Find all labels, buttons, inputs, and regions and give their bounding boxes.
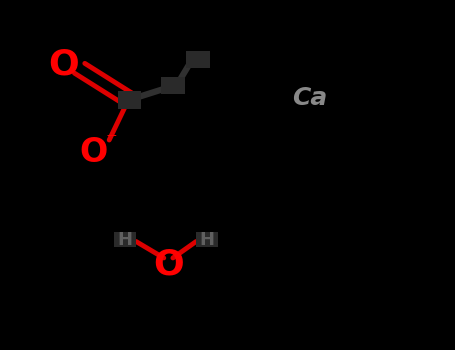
FancyBboxPatch shape <box>161 77 185 94</box>
Text: Ca: Ca <box>292 86 327 110</box>
Text: O: O <box>48 48 79 82</box>
FancyBboxPatch shape <box>118 91 141 108</box>
FancyBboxPatch shape <box>196 232 218 247</box>
FancyBboxPatch shape <box>114 232 136 247</box>
Text: H: H <box>118 231 132 249</box>
Text: H: H <box>200 231 214 249</box>
Text: O: O <box>79 136 107 169</box>
Text: ⁻: ⁻ <box>106 130 117 150</box>
Text: O: O <box>153 247 184 281</box>
FancyBboxPatch shape <box>186 51 210 68</box>
